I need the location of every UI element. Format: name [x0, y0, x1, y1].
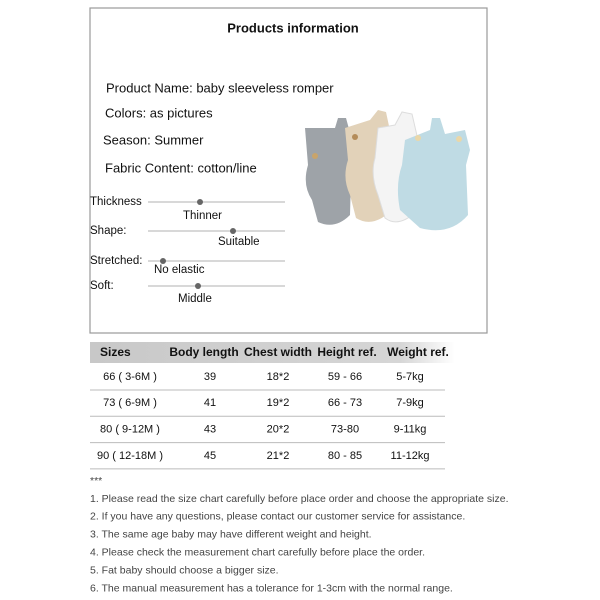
detail-line: Product Name: baby sleeveless romper — [106, 80, 334, 95]
note-line: 6. The manual measurement has a toleranc… — [90, 582, 453, 594]
note-line: 3. The same age baby may have different … — [90, 529, 372, 541]
table-cell: 7-9kg — [396, 397, 424, 409]
table-cell: 66 - 73 — [328, 397, 362, 409]
detail-line: Colors: as pictures — [105, 105, 213, 120]
scale-knob — [197, 199, 203, 205]
scale-value: Middle — [178, 293, 212, 305]
table-cell: 66 ( 3-6M ) — [103, 371, 157, 383]
table-header-cell: Chest width — [244, 345, 312, 359]
note-line: 2. If you have any questions, please con… — [90, 511, 465, 523]
note-line: 5. Fat baby should choose a bigger size. — [90, 564, 279, 576]
table-cell: 11-12kg — [391, 450, 430, 462]
info-frame — [89, 7, 488, 334]
scale-knob — [195, 283, 201, 289]
scale-value: No elastic — [154, 264, 205, 276]
table-header-cell: Height ref. — [317, 345, 376, 359]
scale-knob — [160, 258, 166, 264]
table-cell: 19*2 — [267, 397, 290, 409]
table-cell: 80 - 85 — [328, 450, 362, 462]
table-cell: 59 - 66 — [328, 371, 362, 383]
table-cell: 21*2 — [267, 450, 290, 462]
table-header-cell: Body length — [169, 345, 238, 359]
table-cell: 18*2 — [267, 371, 290, 383]
notes-marker: *** — [90, 475, 102, 487]
title: Products information — [227, 20, 359, 35]
table-cell: 41 — [204, 397, 216, 409]
table-cell: 90 ( 12-18M ) — [97, 450, 163, 462]
note-line: 1. Please read the size chart carefully … — [90, 493, 509, 505]
table-header-band — [90, 342, 455, 363]
scale-value: Thinner — [183, 210, 222, 222]
scale-knob — [230, 228, 236, 234]
scale-label: Stretched: — [90, 255, 142, 267]
table-cell: 45 — [204, 450, 216, 462]
table-cell: 80 ( 9-12M ) — [100, 424, 160, 436]
table-cell: 5-7kg — [396, 371, 424, 383]
table-cell: 43 — [204, 424, 216, 436]
scale-label: Thickness — [90, 196, 142, 208]
table-header-cell: Weight ref. — [387, 345, 449, 359]
table-header-cell: Sizes — [100, 345, 131, 359]
table-cell: 39 — [204, 371, 216, 383]
note-line: 4. Please check the measurement chart ca… — [90, 546, 425, 558]
table-cell: 73 ( 6-9M ) — [103, 397, 157, 409]
scale-value: Suitable — [218, 236, 260, 248]
detail-line: Fabric Content: cotton/line — [105, 160, 257, 175]
table-cell: 73-80 — [331, 424, 359, 436]
scale-label: Soft: — [90, 280, 114, 292]
table-cell: 9-11kg — [394, 424, 427, 436]
product-photo — [305, 110, 470, 231]
scale-label: Shape: — [90, 225, 126, 237]
table-cell: 20*2 — [267, 424, 290, 436]
detail-line: Season: Summer — [103, 132, 204, 147]
